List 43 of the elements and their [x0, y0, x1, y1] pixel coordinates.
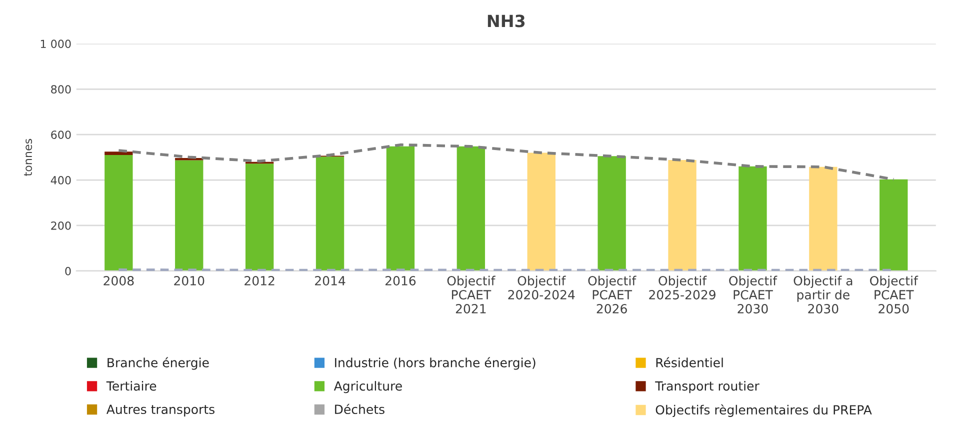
bar	[880, 179, 908, 271]
x-tick-label: 2012	[244, 276, 274, 286]
legend-label: Tertiaire	[106, 381, 156, 391]
y-axis-title: tonnes	[24, 138, 32, 176]
y-tick-label: 200	[51, 221, 71, 230]
legend-label: Objectifs règlementaires du PREPA	[656, 404, 872, 417]
y-tick-label: 0	[65, 266, 71, 276]
bar	[527, 152, 556, 271]
legend-label: Agriculture	[334, 381, 402, 394]
bar	[316, 156, 344, 271]
bar	[245, 164, 274, 271]
x-tick-label: Objectif PCAET 2050	[870, 276, 918, 314]
legend-label: Transport routier	[655, 381, 760, 394]
bar	[668, 160, 696, 271]
bar	[104, 155, 133, 271]
x-tick-label: 2014	[315, 276, 346, 286]
y-tick-label: 400	[50, 176, 71, 184]
legend-label: Branche énergie	[108, 357, 209, 370]
x-tick-label: 2016	[385, 276, 416, 286]
x-tick-label: Objectif a partir de 2030	[794, 276, 852, 314]
x-tick-label: Objectif 2025-2029	[649, 276, 716, 300]
bar	[809, 166, 838, 271]
bar	[175, 160, 204, 271]
bar	[104, 152, 133, 156]
chart-title: NH3	[488, 14, 525, 28]
legend-label: Industrie (hors branche énergie)	[335, 357, 536, 370]
bar	[386, 146, 415, 271]
legend-label: Déchets	[335, 404, 384, 414]
legend-label: Résidentiel	[656, 357, 723, 368]
x-tick-label: Objectif 2020-2024	[508, 276, 575, 300]
legend-label: Autres transports	[106, 404, 214, 416]
line-series	[117, 143, 896, 181]
bar	[598, 156, 626, 271]
x-tick-label: Objectif PCAET 2026	[588, 276, 636, 314]
y-tick-label: 600	[51, 130, 71, 139]
x-tick-label: 2008	[104, 276, 134, 286]
y-tick-label: 1 000	[40, 40, 71, 48]
x-tick-label: Objectif PCAET 2021	[447, 276, 496, 314]
bar	[456, 146, 486, 271]
y-tick-label: 800	[51, 85, 71, 94]
bar	[738, 166, 767, 271]
x-tick-label: Objectif PCAET 2030	[729, 276, 778, 314]
x-tick-label: 2010	[174, 276, 204, 286]
